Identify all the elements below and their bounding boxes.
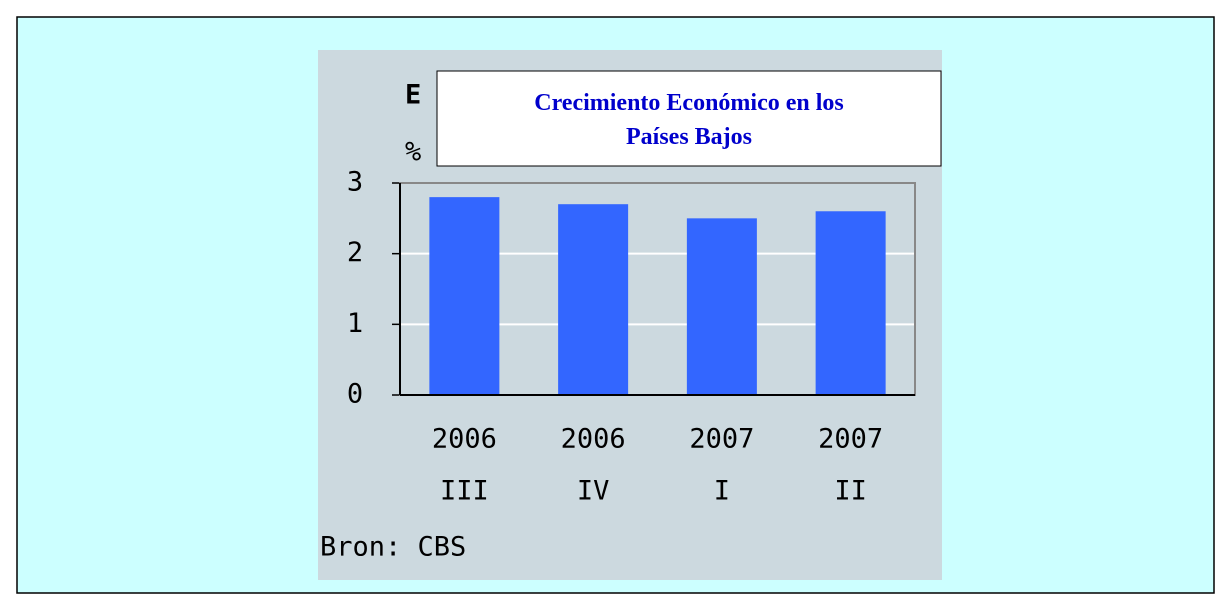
x-tick-label: IV — [577, 476, 610, 507]
x-tick-label: 2007 — [689, 424, 754, 455]
x-tick-label: 2007 — [818, 424, 883, 455]
chart-title: Crecimiento Económico en los Países Bajos — [534, 90, 844, 150]
bar — [815, 211, 886, 395]
x-tick-label: II — [834, 476, 867, 507]
source: Bron: CBS — [320, 532, 466, 563]
y-tick-label: 2 — [347, 237, 363, 268]
y-tick-label: 1 — [347, 308, 363, 339]
bar — [686, 218, 757, 395]
x-tick-label: I — [714, 476, 730, 507]
y-tick-label: 3 — [347, 167, 363, 198]
bar — [558, 204, 629, 395]
title-box — [436, 70, 942, 167]
y-tick-label: 0 — [347, 379, 363, 410]
x-tick-label: III — [440, 476, 489, 507]
title-fragment: E — [405, 80, 421, 111]
unit-fragment: % — [405, 137, 421, 168]
bar — [429, 197, 500, 395]
plot: 0 1 2 3 2006 III 2006 IV 2007 I 2007 II — [347, 167, 916, 507]
x-tick-label: 2006 — [561, 424, 626, 455]
x-tick-label: 2006 — [432, 424, 497, 455]
